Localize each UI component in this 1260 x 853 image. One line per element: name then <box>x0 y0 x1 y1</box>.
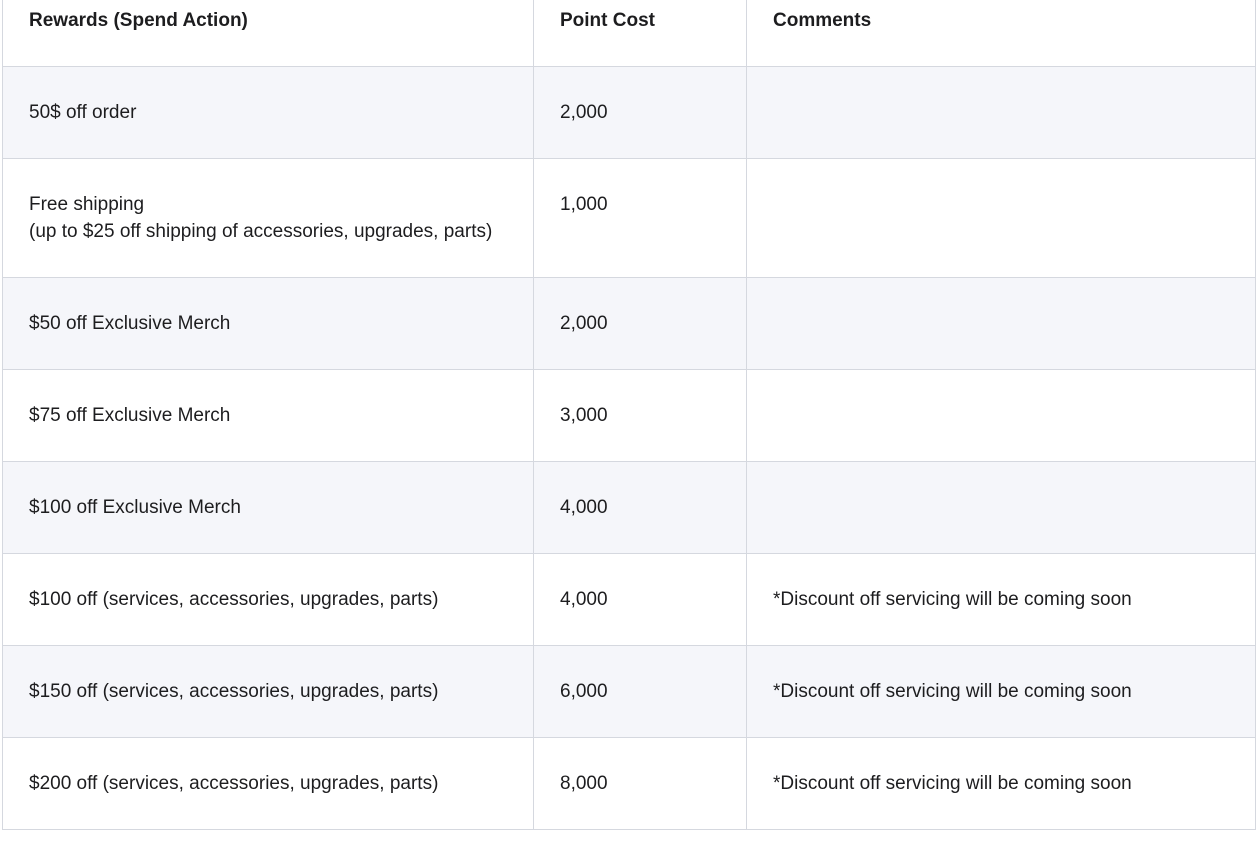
comment-cell: *Discount off servicing will be coming s… <box>746 645 1256 738</box>
table-row: $150 off (services, accessories, upgrade… <box>2 645 1256 738</box>
point-cost-cell: 6,000 <box>533 645 747 738</box>
header-comments: Comments <box>746 0 1256 67</box>
comment-cell <box>746 277 1256 370</box>
header-point-cost: Point Cost <box>533 0 747 67</box>
table-row: Free shipping (up to $25 off shipping of… <box>2 158 1256 278</box>
reward-cell: $50 off Exclusive Merch <box>2 277 534 370</box>
reward-cell: $100 off Exclusive Merch <box>2 461 534 554</box>
reward-cell: Free shipping (up to $25 off shipping of… <box>2 158 534 278</box>
table-row: $100 off (services, accessories, upgrade… <box>2 553 1256 646</box>
comment-cell <box>746 369 1256 462</box>
point-cost-cell: 3,000 <box>533 369 747 462</box>
rewards-table: Rewards (Spend Action) Point Cost Commen… <box>2 0 1256 830</box>
reward-cell: 50$ off order <box>2 66 534 159</box>
table-row: 50$ off order 2,000 <box>2 66 1256 159</box>
comment-cell <box>746 158 1256 278</box>
reward-cell: $200 off (services, accessories, upgrade… <box>2 737 534 830</box>
table-row: $100 off Exclusive Merch 4,000 <box>2 461 1256 554</box>
comment-cell: *Discount off servicing will be coming s… <box>746 737 1256 830</box>
table-row: $50 off Exclusive Merch 2,000 <box>2 277 1256 370</box>
reward-cell: $75 off Exclusive Merch <box>2 369 534 462</box>
table-header-row: Rewards (Spend Action) Point Cost Commen… <box>2 0 1256 67</box>
point-cost-cell: 2,000 <box>533 277 747 370</box>
reward-cell: $100 off (services, accessories, upgrade… <box>2 553 534 646</box>
point-cost-cell: 2,000 <box>533 66 747 159</box>
point-cost-cell: 1,000 <box>533 158 747 278</box>
comment-cell <box>746 461 1256 554</box>
table-row: $200 off (services, accessories, upgrade… <box>2 737 1256 830</box>
comment-cell: *Discount off servicing will be coming s… <box>746 553 1256 646</box>
point-cost-cell: 8,000 <box>533 737 747 830</box>
table-row: $75 off Exclusive Merch 3,000 <box>2 369 1256 462</box>
point-cost-cell: 4,000 <box>533 553 747 646</box>
point-cost-cell: 4,000 <box>533 461 747 554</box>
header-rewards: Rewards (Spend Action) <box>2 0 534 67</box>
comment-cell <box>746 66 1256 159</box>
reward-cell: $150 off (services, accessories, upgrade… <box>2 645 534 738</box>
